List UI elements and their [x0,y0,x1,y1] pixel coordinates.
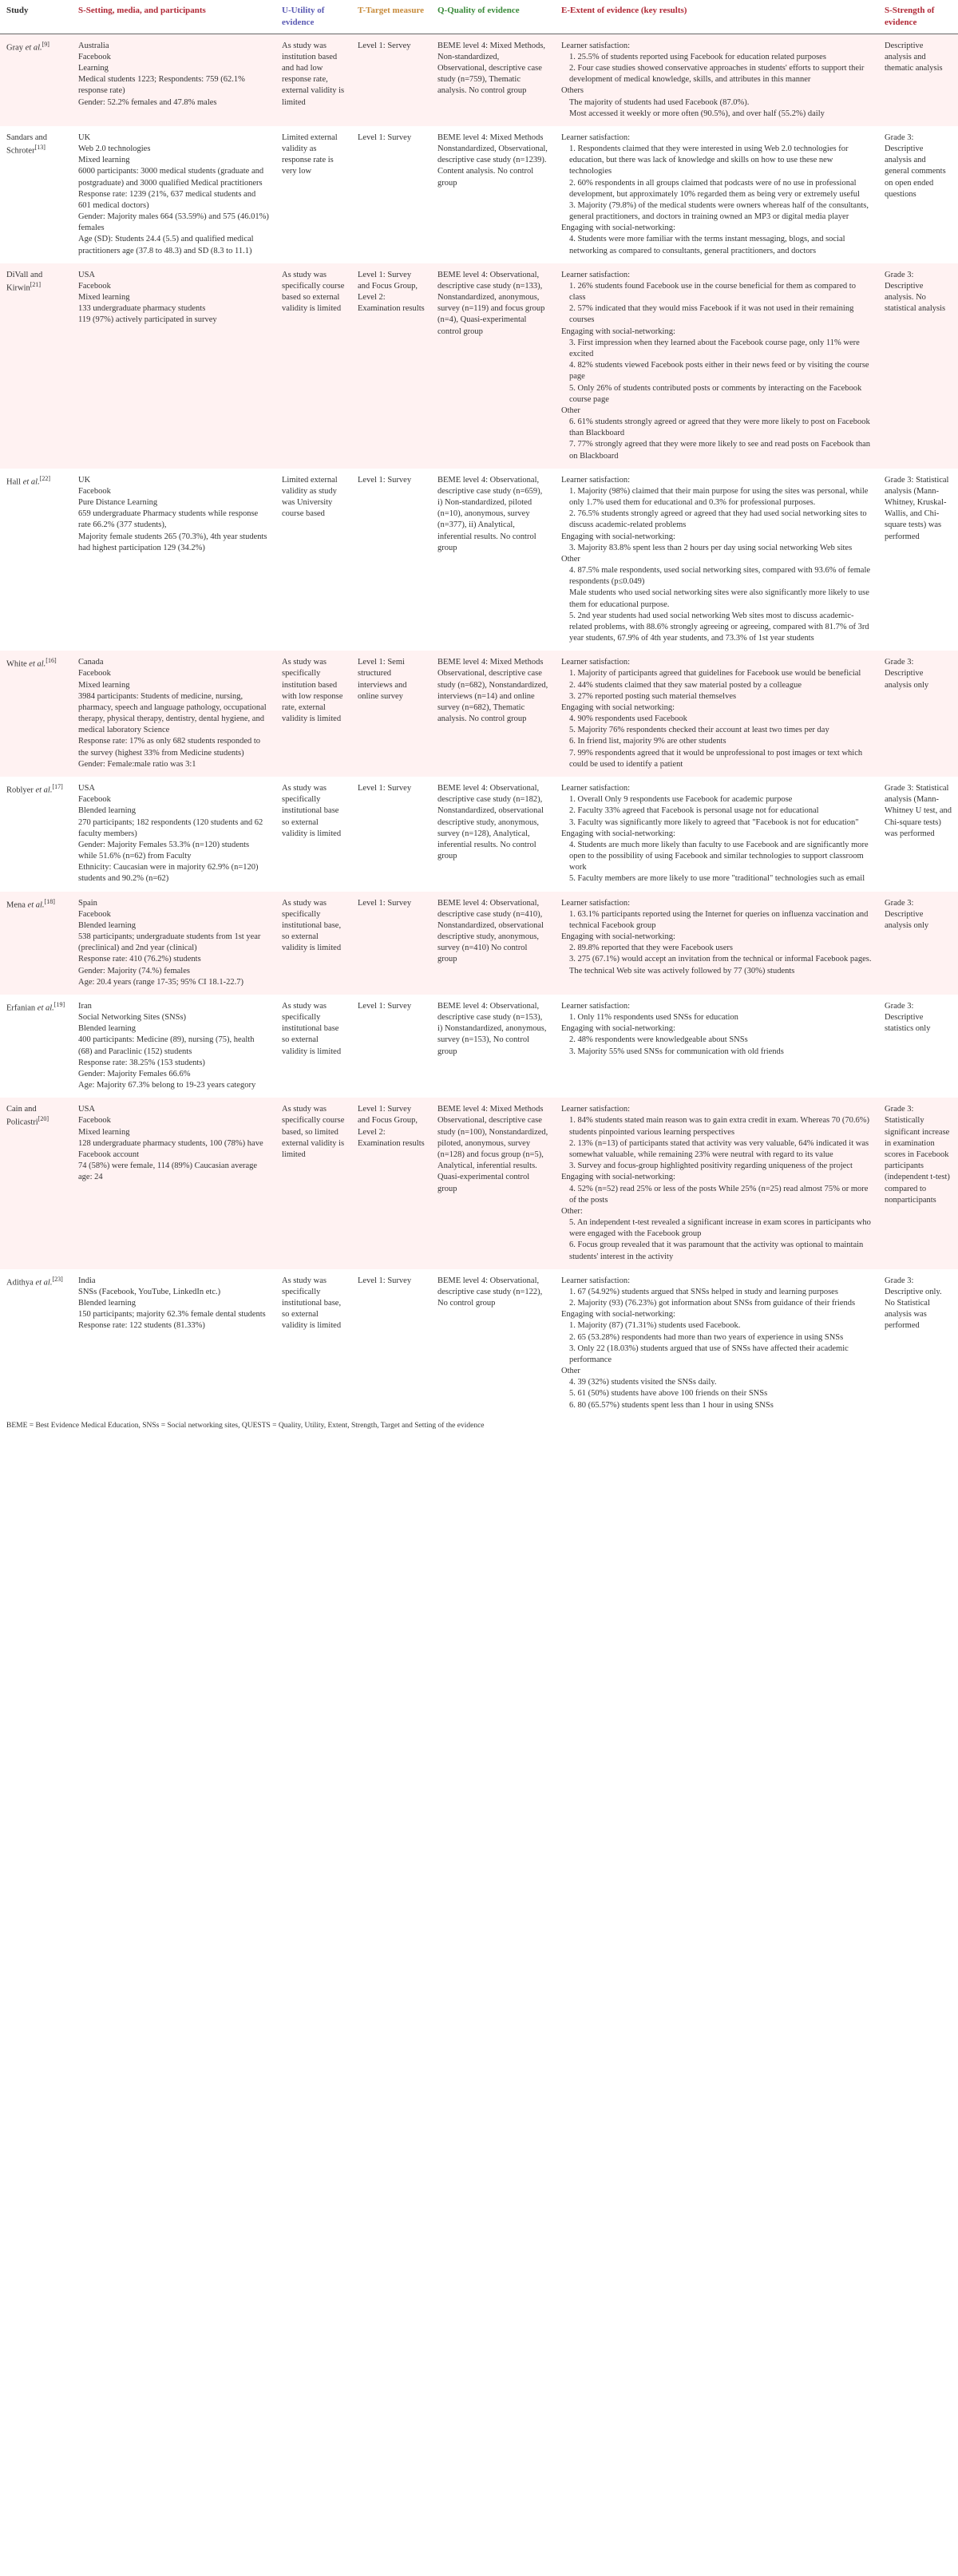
cell-study: White et al.[16] [0,651,72,777]
cell-quality: BEME level 4: Observational, descriptive… [431,1269,555,1418]
header-utility: U-Utility of evidence [275,0,351,34]
cell-study: Roblyer et al.[17] [0,777,72,892]
cell-extent: Learner satisfaction:1. Respondents clai… [555,126,878,263]
cell-setting: CanadaFacebookMixed learning3984 partici… [72,651,275,777]
table-footnote: BEME = Best Evidence Medical Education, … [0,1418,958,1434]
cell-setting: IranSocial Networking Sites (SNSs)Blende… [72,995,275,1098]
header-setting: S-Setting, media, and participants [72,0,275,34]
cell-target: Level 1: Survey [351,995,431,1098]
cell-strength: Grade 3: Descriptive analysis. No statis… [878,263,958,469]
cell-quality: BEME level 4: Observational, descriptive… [431,469,555,651]
cell-extent: Learner satisfaction:1. Majority (98%) c… [555,469,878,651]
cell-utility: As study was specifically course based, … [275,1098,351,1268]
cell-study: Mena et al.[18] [0,892,72,995]
cell-utility: As study was specifically course based s… [275,263,351,469]
cell-utility: As study was specifically institution ba… [275,651,351,777]
cell-extent: Learner satisfaction:1. 63.1% participan… [555,892,878,995]
cell-strength: Grade 3: Descriptive only. No Statistica… [878,1269,958,1418]
cell-quality: BEME level 4: Mixed Methods Observationa… [431,651,555,777]
cell-target: Level 1: Survey [351,777,431,892]
cell-target: Level 1: Survey [351,126,431,263]
cell-setting: AustraliaFacebookLearningMedical student… [72,34,275,126]
cell-utility: As study was specifically institutional … [275,777,351,892]
cell-utility: As study was specifically institutional … [275,995,351,1098]
cell-target: Level 1: Survey and Focus Group, Level 2… [351,263,431,469]
cell-quality: BEME level 4: Mixed Methods Observationa… [431,1098,555,1268]
cell-extent: Learner satisfaction:1. 84% students sta… [555,1098,878,1268]
cell-study: Hall et al.[22] [0,469,72,651]
table-row: Gray et al.[9]AustraliaFacebookLearningM… [0,34,958,126]
cell-extent: Learner satisfaction:1. 26% students fou… [555,263,878,469]
cell-quality: BEME level 4: Mixed Methods, Non-standar… [431,34,555,126]
cell-setting: IndiaSNSs (Facebook, YouTube, LinkedIn e… [72,1269,275,1418]
table-row: Mena et al.[18]SpainFacebookBlended lear… [0,892,958,995]
table-row: Roblyer et al.[17]USAFacebookBlended lea… [0,777,958,892]
cell-strength: Descriptive analysis and thematic analys… [878,34,958,126]
cell-quality: BEME level 4: Observational, descriptive… [431,777,555,892]
cell-study: DiVall and Kirwin[21] [0,263,72,469]
cell-extent: Learner satisfaction:1. Overall Only 9 r… [555,777,878,892]
header-study: Study [0,0,72,34]
cell-study: Sandars and Schroter[13] [0,126,72,263]
cell-quality: BEME level 4: Observational, descriptive… [431,263,555,469]
cell-extent: Learner satisfaction:1. 67 (54.92%) stud… [555,1269,878,1418]
cell-study: Cain and Policastri[20] [0,1098,72,1268]
cell-utility: Limited external validity as response ra… [275,126,351,263]
cell-strength: Grade 3: Descriptive analysis and genera… [878,126,958,263]
header-strength: S-Strength of evidence [878,0,958,34]
cell-quality: BEME level 4: Observational, descriptive… [431,892,555,995]
cell-extent: Learner satisfaction:1. Only 11% respond… [555,995,878,1098]
cell-utility: As study was institution based and had l… [275,34,351,126]
cell-utility: As study was specifically institutional … [275,1269,351,1418]
cell-study: Erfanian et al.[19] [0,995,72,1098]
cell-extent: Learner satisfaction:1. Majority of part… [555,651,878,777]
cell-target: Level 1: Survey and Focus Group, Level 2… [351,1098,431,1268]
cell-target: Level 1: Semi structured interviews and … [351,651,431,777]
cell-target: Level 1: Servey [351,34,431,126]
cell-utility: Limited external validity as study was U… [275,469,351,651]
table-row: DiVall and Kirwin[21]USAFacebookMixed le… [0,263,958,469]
cell-strength: Grade 3: Descriptive analysis only [878,892,958,995]
table-row: Cain and Policastri[20]USAFacebookMixed … [0,1098,958,1268]
cell-extent: Learner satisfaction:1. 25.5% of student… [555,34,878,126]
cell-target: Level 1: Survey [351,892,431,995]
cell-strength: Grade 3: Descriptive analysis only [878,651,958,777]
cell-setting: UKFacebookPure Distance Learning659 unde… [72,469,275,651]
cell-target: Level 1: Survey [351,469,431,651]
cell-quality: BEME level 4: Mixed Methods Nonstandardi… [431,126,555,263]
table-header-row: Study S-Setting, media, and participants… [0,0,958,34]
cell-utility: As study was specifically institutional … [275,892,351,995]
table-row: Hall et al.[22]UKFacebookPure Distance L… [0,469,958,651]
cell-study: Adithya et al.[23] [0,1269,72,1418]
cell-strength: Grade 3: Statistical analysis (Mann-Whit… [878,777,958,892]
header-quality: Q-Quality of evidence [431,0,555,34]
table-row: White et al.[16]CanadaFacebookMixed lear… [0,651,958,777]
cell-setting: UKWeb 2.0 technologiesMixed learning6000… [72,126,275,263]
cell-study: Gray et al.[9] [0,34,72,126]
cell-strength: Grade 3: Descriptive statistics only [878,995,958,1098]
cell-setting: USAFacebookMixed learning133 undergradua… [72,263,275,469]
cell-strength: Grade 3: Statistically significant incre… [878,1098,958,1268]
cell-quality: BEME level 4: Observational, descriptive… [431,995,555,1098]
cell-setting: USAFacebookBlended learning270 participa… [72,777,275,892]
cell-setting: SpainFacebookBlended learning538 partici… [72,892,275,995]
cell-target: Level 1: Survey [351,1269,431,1418]
header-extent: E-Extent of evidence (key results) [555,0,878,34]
header-target: T-Target measure [351,0,431,34]
table-row: Sandars and Schroter[13]UKWeb 2.0 techno… [0,126,958,263]
cell-setting: USAFacebookMixed learning128 undergradua… [72,1098,275,1268]
table-row: Adithya et al.[23]IndiaSNSs (Facebook, Y… [0,1269,958,1418]
evidence-table: Study S-Setting, media, and participants… [0,0,958,1418]
cell-strength: Grade 3: Statistical analysis (Mann-Whit… [878,469,958,651]
table-row: Erfanian et al.[19]IranSocial Networking… [0,995,958,1098]
